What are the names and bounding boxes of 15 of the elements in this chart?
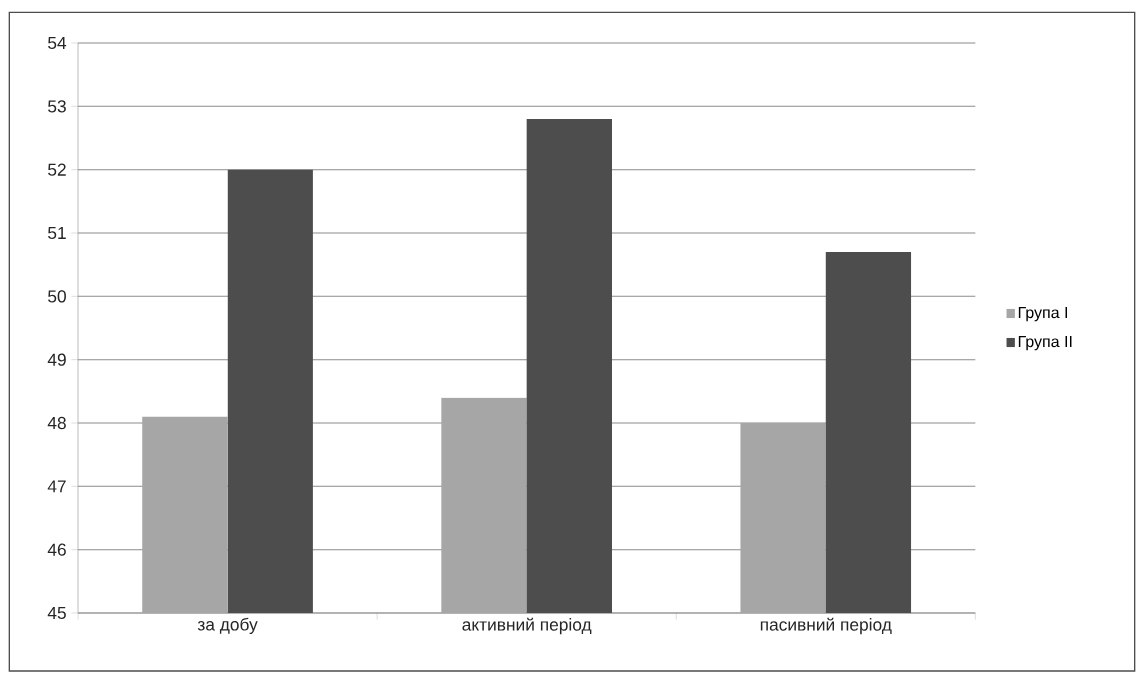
legend-label: Група II	[1018, 336, 1072, 351]
y-tick-label: 46	[47, 543, 66, 556]
x-tick-label: пасивний період	[760, 617, 892, 635]
y-tick-label: 53	[48, 100, 66, 113]
legend-label: Група I	[1018, 306, 1068, 322]
y-tick-label: 47	[47, 480, 66, 493]
y-tick-label: 48	[47, 416, 66, 430]
x-tick-label: активний період	[462, 617, 592, 635]
y-tick-label: 45	[47, 606, 66, 620]
y-tick-label: 49	[47, 353, 66, 366]
y-tick-label: 51	[48, 226, 66, 240]
y-tick-label: 52	[48, 163, 66, 176]
y-tick-label: 50	[48, 290, 66, 303]
x-tick-label: за добу	[197, 617, 258, 635]
y-tick-label: 54	[48, 36, 67, 50]
